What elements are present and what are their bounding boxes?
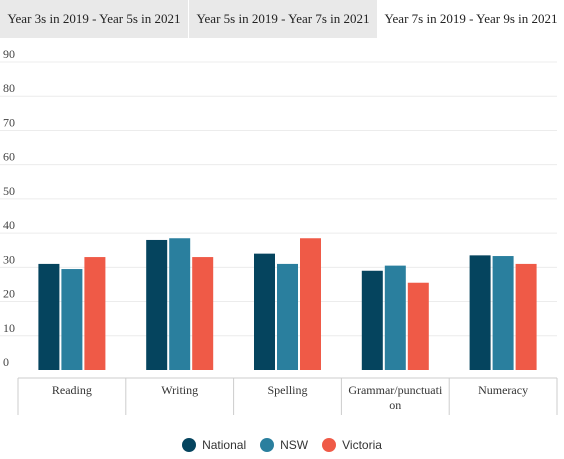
bar-victoria-grammar-punctuation bbox=[407, 282, 429, 370]
x-tick-label: on bbox=[389, 398, 401, 412]
bar-national-reading bbox=[38, 263, 60, 370]
bar-nsw-numeracy bbox=[492, 256, 514, 370]
bar-victoria-writing bbox=[192, 257, 214, 370]
legend-marker bbox=[182, 438, 197, 452]
legend-marker bbox=[260, 438, 275, 452]
bar-victoria-numeracy bbox=[515, 263, 537, 370]
tab-year3-year5[interactable]: Year 3s in 2019 - Year 5s in 2021 bbox=[0, 0, 188, 38]
legend-label: Victoria bbox=[342, 438, 382, 452]
x-tick-label: Grammar/punctuati bbox=[348, 383, 443, 397]
x-tick-label: Spelling bbox=[267, 383, 307, 397]
bar-national-numeracy bbox=[469, 255, 491, 370]
y-tick-label: 20 bbox=[3, 287, 15, 301]
bar-chart: 0 10 20 30 40 50 60 70 80 90 Reading Writing Spellin… bbox=[0, 47, 558, 415]
y-tick-label: 10 bbox=[3, 321, 15, 335]
bar-victoria-spelling bbox=[300, 238, 321, 370]
y-tick-label: 50 bbox=[3, 184, 15, 198]
tab-divider bbox=[188, 0, 189, 38]
legend-label: National bbox=[202, 438, 247, 452]
y-tick-label: 30 bbox=[3, 252, 15, 266]
y-tick-label: 80 bbox=[3, 81, 15, 95]
tab-year5-year7[interactable]: Year 5s in 2019 - Year 7s in 2021 bbox=[189, 0, 377, 38]
bar-nsw-writing bbox=[169, 238, 191, 370]
bar-victoria-reading bbox=[84, 257, 106, 370]
legend-item-victoria[interactable]: Victoria bbox=[322, 438, 382, 452]
bar-nsw-reading bbox=[61, 269, 83, 370]
tab-divider bbox=[377, 0, 378, 38]
bar-nsw-grammar-punctuation bbox=[384, 265, 406, 370]
y-tick-label: 60 bbox=[3, 150, 15, 164]
bar-national-writing bbox=[146, 239, 168, 370]
bar-national-spelling bbox=[254, 253, 275, 370]
x-tick-label: Writing bbox=[161, 383, 198, 397]
y-tick-label: 40 bbox=[3, 218, 15, 232]
tab-year7-year9[interactable]: Year 7s in 2019 - Year 9s in 2021 bbox=[378, 0, 564, 38]
tab-bar: Year 3s in 2019 - Year 5s in 2021 Year 5… bbox=[0, 0, 564, 38]
x-tick-label: Numeracy bbox=[478, 383, 528, 397]
legend-label: NSW bbox=[280, 438, 309, 452]
x-tick-label: Reading bbox=[52, 383, 92, 397]
bar-national-grammar-punctuation bbox=[361, 270, 383, 370]
chart-legend: National NSW Victoria bbox=[0, 435, 564, 455]
y-tick-label: 90 bbox=[3, 47, 15, 61]
legend-marker bbox=[322, 438, 337, 452]
legend-item-national[interactable]: National bbox=[182, 438, 246, 452]
bar-nsw-spelling bbox=[277, 263, 298, 370]
legend-item-nsw[interactable]: NSW bbox=[260, 438, 308, 452]
y-tick-label: 70 bbox=[3, 115, 15, 129]
y-tick-label: 0 bbox=[3, 355, 9, 369]
